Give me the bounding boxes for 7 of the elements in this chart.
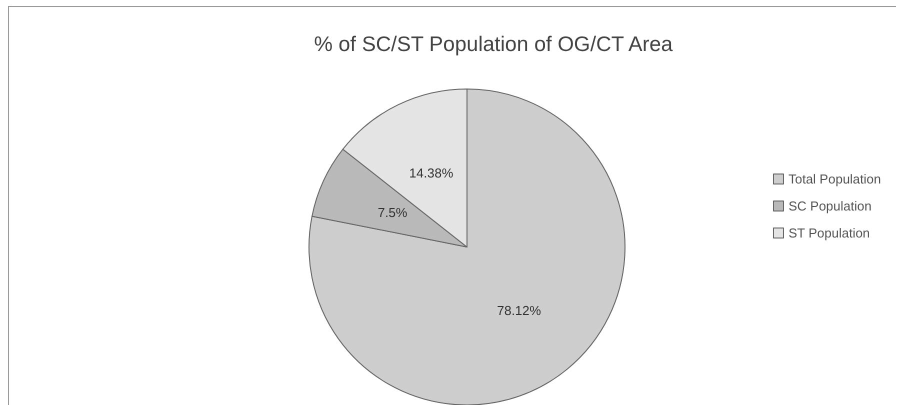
data-label: 14.38% [409, 166, 454, 181]
legend-label: Total Population [788, 172, 882, 186]
data-label: 7.5% [378, 205, 408, 220]
chart-title: % of SC/ST Population of OG/CT Area [314, 33, 674, 56]
legend-label: ST Population [788, 226, 870, 240]
legend-label: SC Population [788, 198, 872, 214]
data-label: 78.12% [496, 302, 542, 318]
